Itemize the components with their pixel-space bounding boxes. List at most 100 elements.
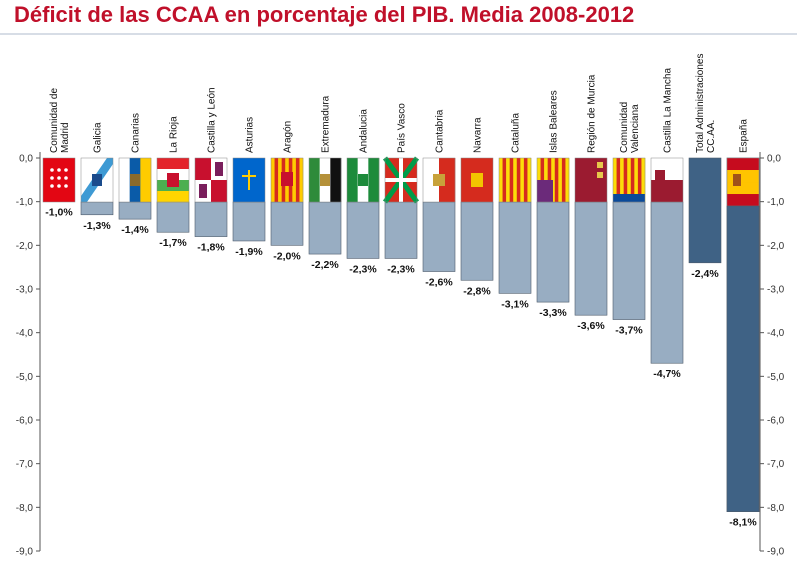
category-label-line: Navarra: [473, 117, 484, 153]
flag-castilla-y-leon-icon: [194, 157, 228, 203]
value-label: -1,9%: [235, 246, 263, 258]
value-label: -3,7%: [615, 325, 643, 337]
category-label: Comunidad Valenciana: [619, 102, 641, 153]
flag-cataluna-icon: [498, 157, 532, 203]
value-label: -1,0%: [45, 207, 73, 219]
y-tick-label-right: -7,0: [767, 459, 785, 470]
flag-cantabria-icon: [422, 157, 456, 203]
bar-13: [498, 201, 532, 294]
value-label: -2,8%: [463, 285, 491, 297]
y-tick-label-right: 0,0: [767, 154, 781, 165]
category-label: Cantabria: [435, 109, 446, 153]
y-tick-label-left: -6,0: [16, 416, 34, 427]
category-label-line: Andalucia: [359, 109, 370, 153]
value-label: -2,2%: [311, 259, 339, 271]
bar-12: [460, 201, 494, 281]
bar-14: [536, 201, 570, 303]
y-tick-label-left: -2,0: [16, 241, 34, 252]
bar-17: [650, 201, 684, 364]
category-label: Galicia: [93, 122, 104, 153]
category-label-line: Total Administraciones: [695, 54, 706, 154]
value-label: -3,6%: [577, 320, 605, 332]
bar-8: [308, 201, 342, 255]
category-label: Comunidad de Madrid: [49, 88, 71, 153]
flag-espana-icon: [726, 157, 760, 207]
y-tick-label-right: -5,0: [767, 372, 785, 383]
category-label-line: País Vasco: [397, 103, 408, 153]
y-tick-label-left: -4,0: [16, 328, 34, 339]
category-label: Castilla y León: [207, 87, 218, 153]
y-tick-label-left: -8,0: [16, 503, 34, 514]
flag-canarias-icon: [118, 157, 152, 203]
y-tick-label-left: -5,0: [16, 372, 34, 383]
y-tick-label-left: -1,0: [16, 197, 34, 208]
value-label: -1,8%: [197, 242, 225, 254]
flag-madrid-icon: [42, 157, 76, 203]
category-label: Islas Baleares: [549, 90, 560, 153]
bar-16: [612, 201, 646, 320]
bar-10: [384, 201, 418, 259]
bar-15: [574, 201, 608, 316]
title-divider: [0, 33, 797, 35]
value-label: -1,4%: [121, 224, 149, 236]
flag-navarra-icon: [460, 157, 494, 203]
category-label: Andalucia: [359, 109, 370, 153]
value-label: -2,0%: [273, 250, 301, 262]
flag-extremadura-icon: [308, 157, 342, 203]
category-label: Total Administraciones CC.AA.: [695, 54, 717, 154]
category-label: Región de Murcia: [587, 74, 598, 153]
flag-la-rioja-icon: [156, 157, 190, 203]
bar-19-lower: [726, 205, 760, 512]
category-label-line: Cantabria: [435, 109, 446, 153]
value-label: -2,3%: [387, 263, 415, 275]
category-label: La Rioja: [169, 116, 180, 153]
category-label: Asturias: [245, 117, 256, 153]
value-label: -2,3%: [349, 263, 377, 275]
category-label-line: Extremadura: [321, 95, 332, 153]
value-label: -1,7%: [159, 237, 187, 249]
y-tick-label-right: -3,0: [767, 285, 785, 296]
category-label: Aragón: [283, 121, 294, 153]
y-tick-label-left: -7,0: [16, 459, 34, 470]
bar-11: [422, 201, 456, 272]
category-label: Castilla La Mancha: [663, 68, 674, 153]
bar-3: [118, 201, 152, 220]
category-label: Extremadura: [321, 95, 332, 153]
bar-5: [194, 201, 228, 237]
flag-pais-vasco-icon: [382, 156, 420, 204]
value-label: -3,3%: [539, 307, 567, 319]
category-label-line: Islas Baleares: [549, 90, 560, 153]
value-label: -1,3%: [83, 220, 111, 232]
y-tick-label-left: -3,0: [16, 285, 34, 296]
bar-6: [232, 201, 266, 242]
flag-andalucia-icon: [346, 157, 380, 203]
category-label: España: [739, 119, 750, 153]
category-label-line: Galicia: [93, 122, 104, 153]
category-label-line: Aragón: [283, 121, 294, 153]
category-label-line: Región de Murcia: [587, 74, 598, 153]
category-label-line: Canarias: [131, 113, 142, 153]
flag-galicia-icon: [80, 157, 114, 203]
bar-18: [688, 157, 722, 264]
y-tick-label-right: -1,0: [767, 197, 785, 208]
category-label-line: Cataluña: [511, 113, 522, 153]
category-label-line: Comunidad: [619, 102, 630, 153]
category-label-line: España: [739, 119, 750, 153]
flag-aragon-icon: [270, 157, 304, 203]
flag-murcia-icon: [574, 157, 608, 203]
flag-islas-baleares-icon: [536, 157, 570, 203]
value-label: -8,1%: [729, 517, 757, 529]
flag-valenciana-icon: [612, 157, 646, 203]
y-tick-label-left: -9,0: [16, 547, 34, 558]
value-label: -4,7%: [653, 368, 681, 380]
category-label-line: Madrid: [60, 122, 71, 153]
category-label-line: Castilla La Mancha: [663, 68, 674, 153]
category-label: País Vasco: [397, 103, 408, 153]
value-label: -3,1%: [501, 298, 529, 310]
value-label: -2,4%: [691, 268, 719, 280]
category-label-line: Comunidad de: [49, 88, 60, 153]
bar-4: [156, 201, 190, 233]
category-label-line: Asturias: [245, 117, 256, 153]
y-tick-label-right: -9,0: [767, 547, 785, 558]
